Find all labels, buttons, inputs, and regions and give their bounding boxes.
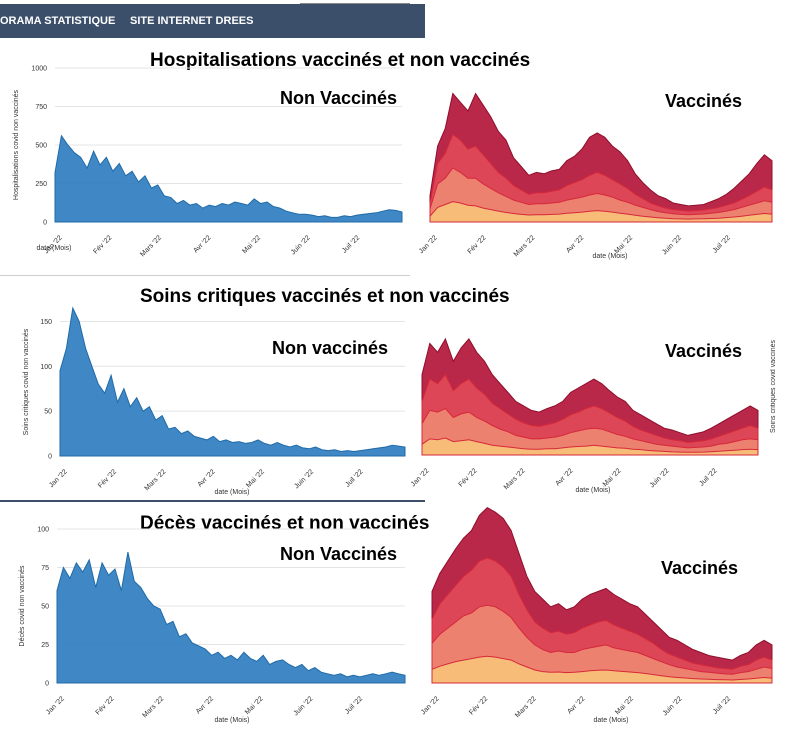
x-axis-title: date (Mois): [214, 489, 249, 496]
y-tick-label: 50: [44, 409, 52, 416]
series-area: [421, 437, 759, 456]
x-tick-label: Fév '22: [458, 467, 479, 488]
x-tick-label: Juin '22: [293, 468, 315, 490]
x-tick-label: Mars '22: [514, 695, 538, 719]
x-tick-label: Jan '22: [410, 467, 431, 488]
x-tick-label: Mars '22: [144, 468, 168, 492]
section-title-soins-critiques: Soins critiques vaccinés et non vaccinés: [140, 286, 510, 307]
x-tick-label: Mai '22: [241, 234, 262, 255]
y-tick-label: 75: [41, 565, 49, 572]
x-tick-label: Jan '22: [418, 234, 439, 255]
x-tick-label: Juin '22: [290, 234, 312, 256]
section-title-hospitalisations: Hospitalisations vaccinés et non vacciné…: [150, 50, 531, 71]
side-axis-label: Soins critiques covid vaccinés: [770, 340, 777, 433]
y-tick-label: 0: [43, 220, 47, 227]
y-tick-label: 50: [41, 604, 49, 611]
x-tick-label: Juil '22: [698, 467, 718, 487]
panel-label-soins-non-vaccines: Non vaccinés: [272, 338, 389, 358]
x-tick-label: Fév '22: [92, 234, 113, 255]
x-tick-label: Juil '22: [344, 468, 364, 488]
nav-item-panorama[interactable]: ORAMA STATISTIQUE: [0, 15, 116, 27]
x-tick-label: Mars '22: [142, 695, 166, 719]
x-tick-label: Mars '22: [513, 234, 537, 258]
x-tick-label: Juin '22: [662, 695, 684, 717]
y-tick-label: 100: [37, 527, 49, 534]
x-tick-label: Fév '22: [467, 234, 488, 255]
series-area: [431, 655, 773, 684]
series-area: [429, 167, 773, 223]
x-tick-label: Mars '22: [139, 234, 163, 258]
x-tick-label: Fév '22: [95, 695, 116, 716]
x-tick-label: Avr '22: [195, 695, 215, 715]
x-tick-label: Avr '22: [192, 234, 212, 254]
y-tick-label: 0: [45, 681, 49, 688]
series-area: [421, 407, 759, 456]
x-axis-title: date (Mois): [36, 245, 71, 252]
section-divider: [0, 500, 425, 502]
top-nav-bar: ORAMA STATISTIQUE SITE INTERNET DREES: [0, 4, 425, 38]
y-tick-label: 0: [48, 454, 52, 461]
x-axis-title: date (Mois): [592, 253, 627, 260]
series-area: [56, 551, 406, 684]
x-tick-label: Juin '22: [649, 467, 671, 489]
series-area: [59, 306, 406, 457]
y-tick-label: 25: [41, 642, 49, 649]
series-area: [429, 201, 773, 223]
x-tick-label: Mars '22: [503, 467, 527, 491]
x-tick-label: Juin '22: [661, 234, 683, 256]
panel-label-hosp-non-vaccines: Non Vaccinés: [280, 88, 398, 108]
y-axis-title: Décès covid non vaccinés: [19, 565, 26, 646]
panel-label-soins-vaccines: Vaccinés: [665, 341, 743, 361]
x-tick-label: Mai '22: [602, 467, 623, 488]
x-tick-label: Avr '22: [565, 234, 585, 254]
x-tick-label: Avr '22: [197, 468, 217, 488]
panel-label-hosp-vaccines: Vaccinés: [665, 91, 743, 111]
nav-item-site-drees[interactable]: SITE INTERNET DREES: [130, 15, 254, 27]
x-tick-label: Fév '22: [97, 468, 118, 489]
section-divider: [0, 275, 410, 276]
y-tick-label: 100: [40, 364, 52, 371]
x-tick-label: Juil '22: [344, 695, 364, 715]
x-tick-label: Juil '22: [341, 234, 361, 254]
x-tick-label: Mai '22: [245, 468, 266, 489]
x-tick-label: Avr '22: [566, 695, 586, 715]
x-tick-label: Mai '22: [614, 695, 635, 716]
x-tick-label: Mai '22: [244, 695, 265, 716]
series-area: [54, 134, 403, 223]
x-tick-label: Fév '22: [468, 695, 489, 716]
y-axis-title: Soins critiques covid non vaccinés: [23, 328, 30, 435]
x-tick-label: Juin '22: [293, 695, 315, 717]
x-axis-title: date (Mois): [214, 717, 249, 724]
x-tick-label: Juil '22: [712, 234, 732, 254]
x-tick-label: Avr '22: [554, 467, 574, 487]
x-axis-title: date (Mois): [575, 487, 610, 494]
y-tick-label: 750: [35, 104, 47, 111]
y-tick-label: 250: [35, 181, 47, 188]
y-tick-label: 1000: [31, 66, 47, 73]
panel-label-deces-vaccines: Vaccinés: [661, 558, 739, 578]
x-tick-label: Jan '22: [48, 468, 69, 489]
y-tick-label: 500: [35, 143, 47, 150]
x-tick-label: Jan '22: [420, 695, 441, 716]
y-axis-title: Hospitalisations covid non vaccinés: [13, 89, 20, 200]
x-axis-title: date (Mois): [593, 717, 628, 724]
x-tick-label: Jan '22: [45, 695, 66, 716]
x-tick-label: Juil '22: [712, 695, 732, 715]
top-strip: [300, 0, 410, 4]
series-area: [429, 133, 773, 223]
panel-label-deces-non-vaccines: Non Vaccinés: [280, 544, 398, 564]
y-tick-label: 150: [40, 319, 52, 326]
